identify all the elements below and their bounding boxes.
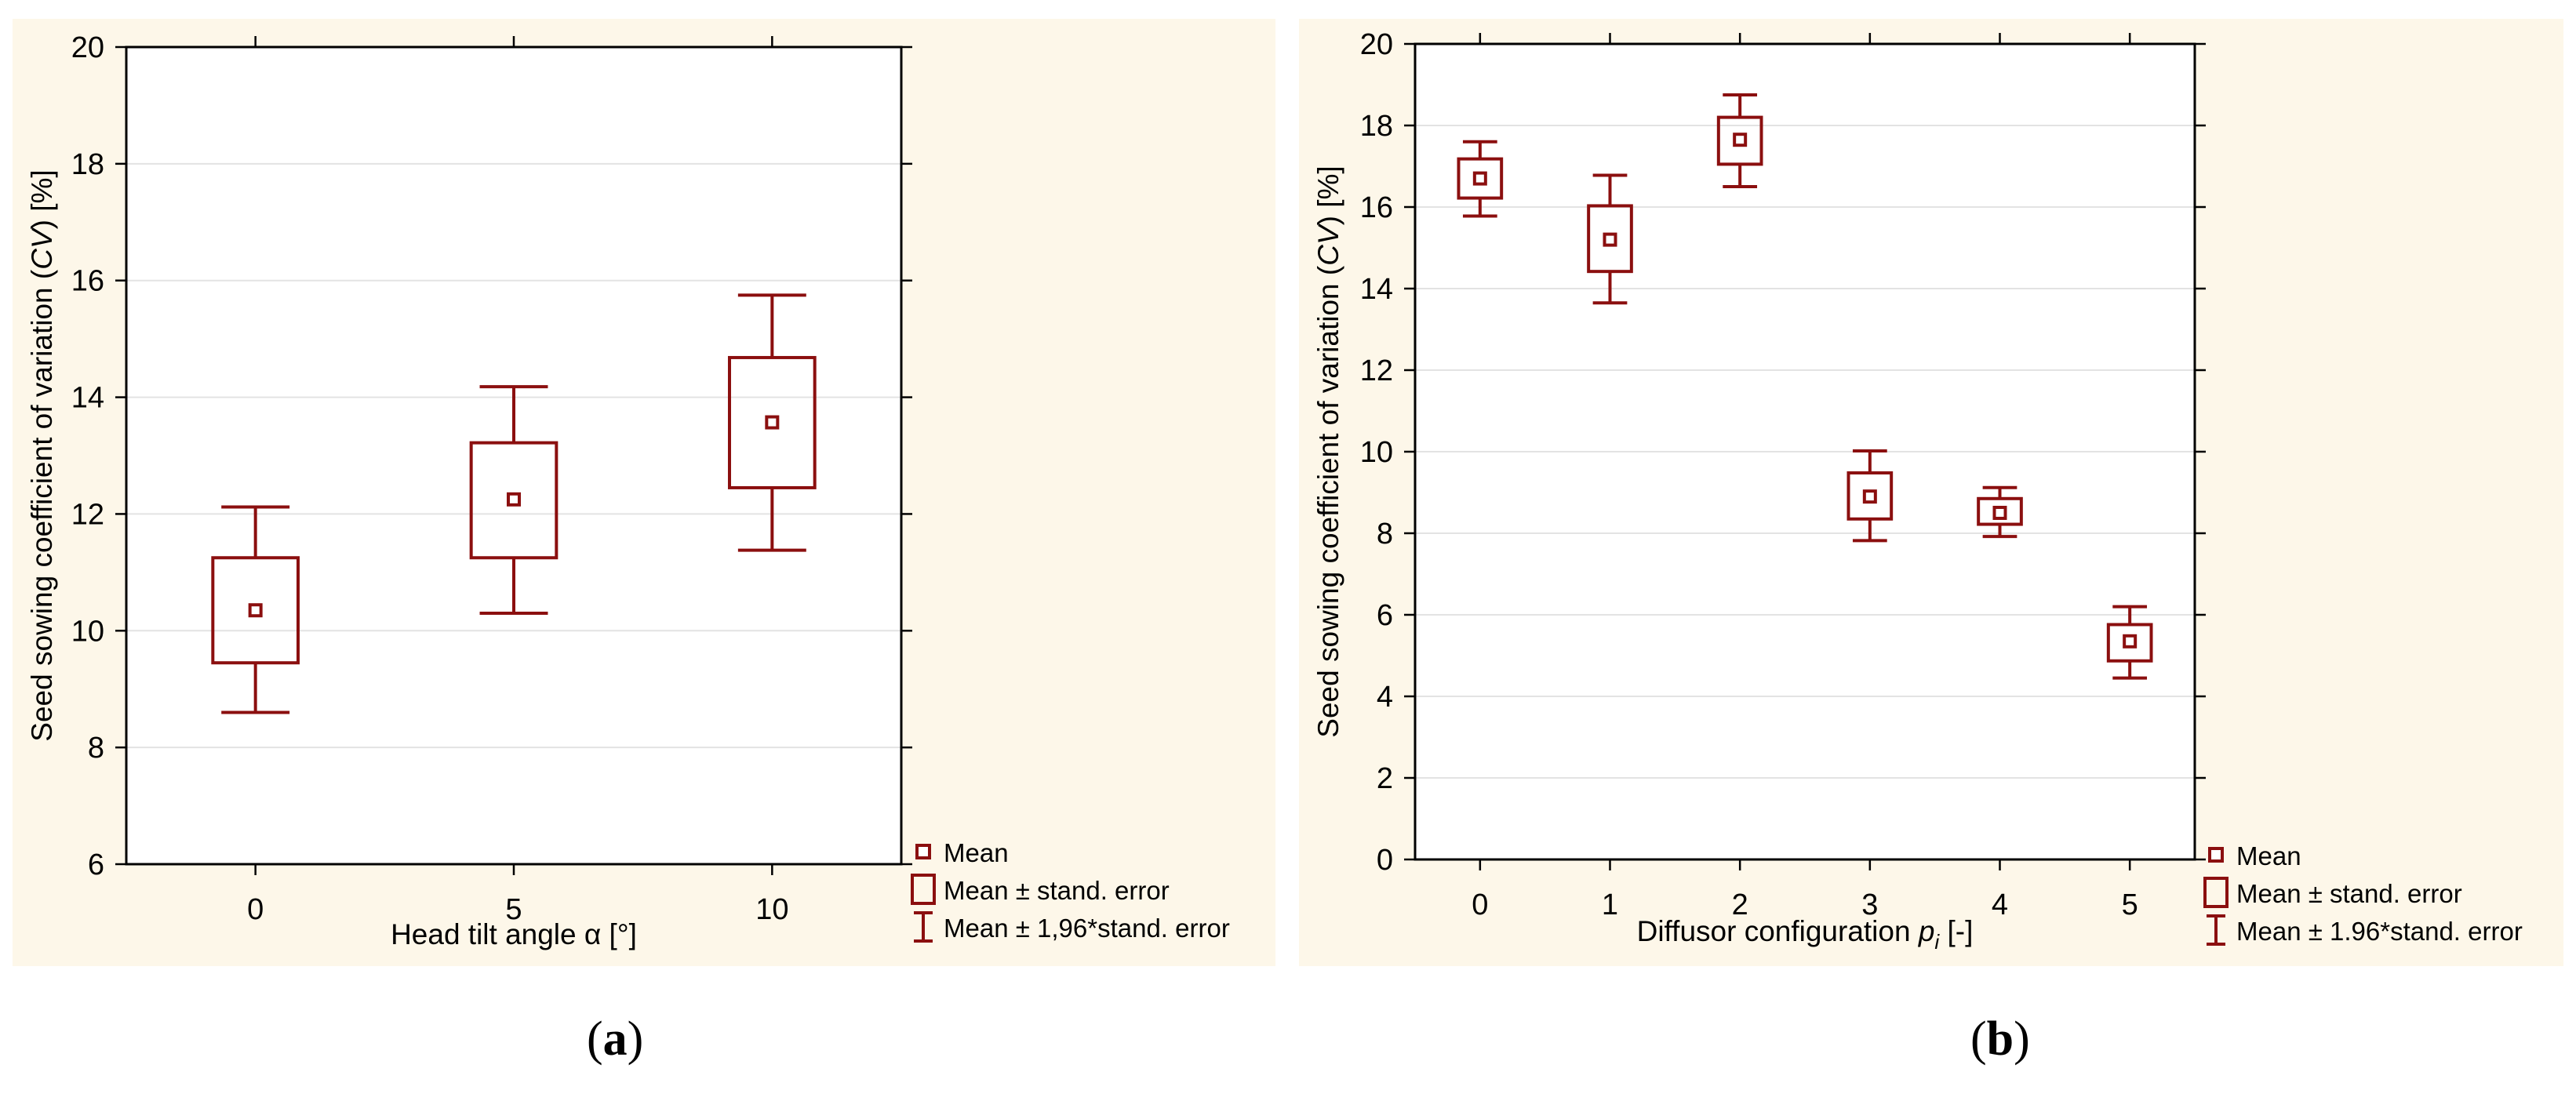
y-tick-label: 18 xyxy=(71,148,104,181)
x-tick-label: 0 xyxy=(1472,888,1488,921)
y-tick-label: 2 xyxy=(1377,762,1393,795)
mean-marker xyxy=(1603,232,1617,247)
legend-box-icon xyxy=(2203,877,2229,908)
x-axis-label: Diffusor configuration pi [-] xyxy=(1637,915,1974,954)
y-axis-label: Seed sowing coefficient of variation (CV… xyxy=(1312,165,1344,737)
plot-frame xyxy=(125,45,903,866)
mean-marker xyxy=(2123,634,2138,649)
y-tick-label: 6 xyxy=(1377,599,1393,632)
se-box xyxy=(727,355,817,489)
y-tick-label: 16 xyxy=(71,265,104,298)
mean-marker xyxy=(1992,506,2007,520)
caption-a: (a) xyxy=(587,1012,644,1066)
se-box xyxy=(1587,204,1633,274)
y-tick-label: 8 xyxy=(1377,518,1393,550)
chart-panel-a: 6 8 10 12 14 16 18 20 0 5 10 Seed sowing coefficien… xyxy=(13,19,1275,966)
x-tick-label: 1 xyxy=(1602,888,1618,921)
legend-label: Mean xyxy=(2236,841,2301,870)
box-group xyxy=(1587,173,1633,305)
box-group xyxy=(2106,605,2153,680)
box-group xyxy=(1716,93,1763,188)
x-tick-label: 5 xyxy=(505,893,522,926)
x-tick-label: 3 xyxy=(1861,888,1878,921)
mean-marker xyxy=(507,492,521,507)
x-tick-label: 4 xyxy=(1992,888,2008,921)
legend-label: Mean ± stand. error xyxy=(2236,879,2462,908)
legend-label: Mean ± 1,96*stand. error xyxy=(944,914,1230,943)
se-box xyxy=(2106,623,2153,663)
y-tick-label: 14 xyxy=(1360,273,1393,306)
x-tick-label: 2 xyxy=(1732,888,1748,921)
y-tick-label: 16 xyxy=(1360,191,1393,224)
legend-label: Mean ± stand. error xyxy=(944,876,1170,905)
x-tick-label: 5 xyxy=(2122,888,2138,921)
se-box xyxy=(211,556,300,665)
se-box xyxy=(1457,157,1504,200)
y-tick-label: 0 xyxy=(1377,844,1393,877)
se-box xyxy=(1846,471,1894,521)
box-group xyxy=(1977,485,2023,539)
legend-mean-icon xyxy=(915,844,931,859)
legend-mean-icon xyxy=(2208,847,2224,863)
legend-label: Mean ± 1.96*stand. error xyxy=(2236,917,2523,946)
y-tick-label: 14 xyxy=(71,382,104,415)
y-tick-label: 10 xyxy=(71,615,104,648)
x-axis-label: Head tilt angle α [°] xyxy=(391,918,637,950)
legend: Mean Mean ± stand. error Mean ± 1,96*stand… xyxy=(911,838,1230,943)
y-tick-label: 10 xyxy=(1360,436,1393,469)
caption-b: (b) xyxy=(1970,1012,2030,1066)
y-tick-label: 20 xyxy=(1360,28,1393,61)
legend-label: Mean xyxy=(944,838,1009,867)
box-group xyxy=(469,385,558,615)
mean-marker xyxy=(1862,489,1877,504)
mean-marker xyxy=(248,603,263,618)
plot-area xyxy=(126,47,901,864)
y-tick-label: 4 xyxy=(1377,681,1393,714)
box-group xyxy=(211,505,300,714)
se-box xyxy=(469,441,558,560)
y-axis-label: Seed sowing coefficient of variation (CV… xyxy=(26,169,58,741)
x-tick-label: 0 xyxy=(247,893,264,926)
y-tick-label: 20 xyxy=(71,31,104,64)
box-plot-a: 6 8 10 12 14 16 18 20 0 5 10 Seed sowing coefficien… xyxy=(26,31,1230,950)
legend-box-icon xyxy=(911,874,936,905)
y-tick-label: 12 xyxy=(71,498,104,531)
y-tick-label: 8 xyxy=(88,732,104,765)
plot-frame xyxy=(1414,42,2196,861)
legend: Mean Mean ± stand. error Mean ± 1.96*stand… xyxy=(2203,841,2523,946)
y-tick-label: 12 xyxy=(1360,354,1393,387)
y-tick-label: 18 xyxy=(1360,110,1393,143)
se-box xyxy=(1716,115,1763,166)
y-tick-label: 6 xyxy=(88,848,104,881)
box-group xyxy=(1457,140,1504,218)
box-group xyxy=(727,293,817,552)
mean-marker xyxy=(1472,171,1487,186)
x-tick-label: 10 xyxy=(755,893,788,926)
chart-panel-b: 0 2 4 6 8 10 12 14 16 18 20 0 1 2 3 4 5 Seed sowing coeff… xyxy=(1299,19,2563,966)
mean-marker xyxy=(1733,133,1748,147)
box-group xyxy=(1846,449,1894,543)
mean-marker xyxy=(765,415,780,430)
se-box xyxy=(1977,496,2023,526)
